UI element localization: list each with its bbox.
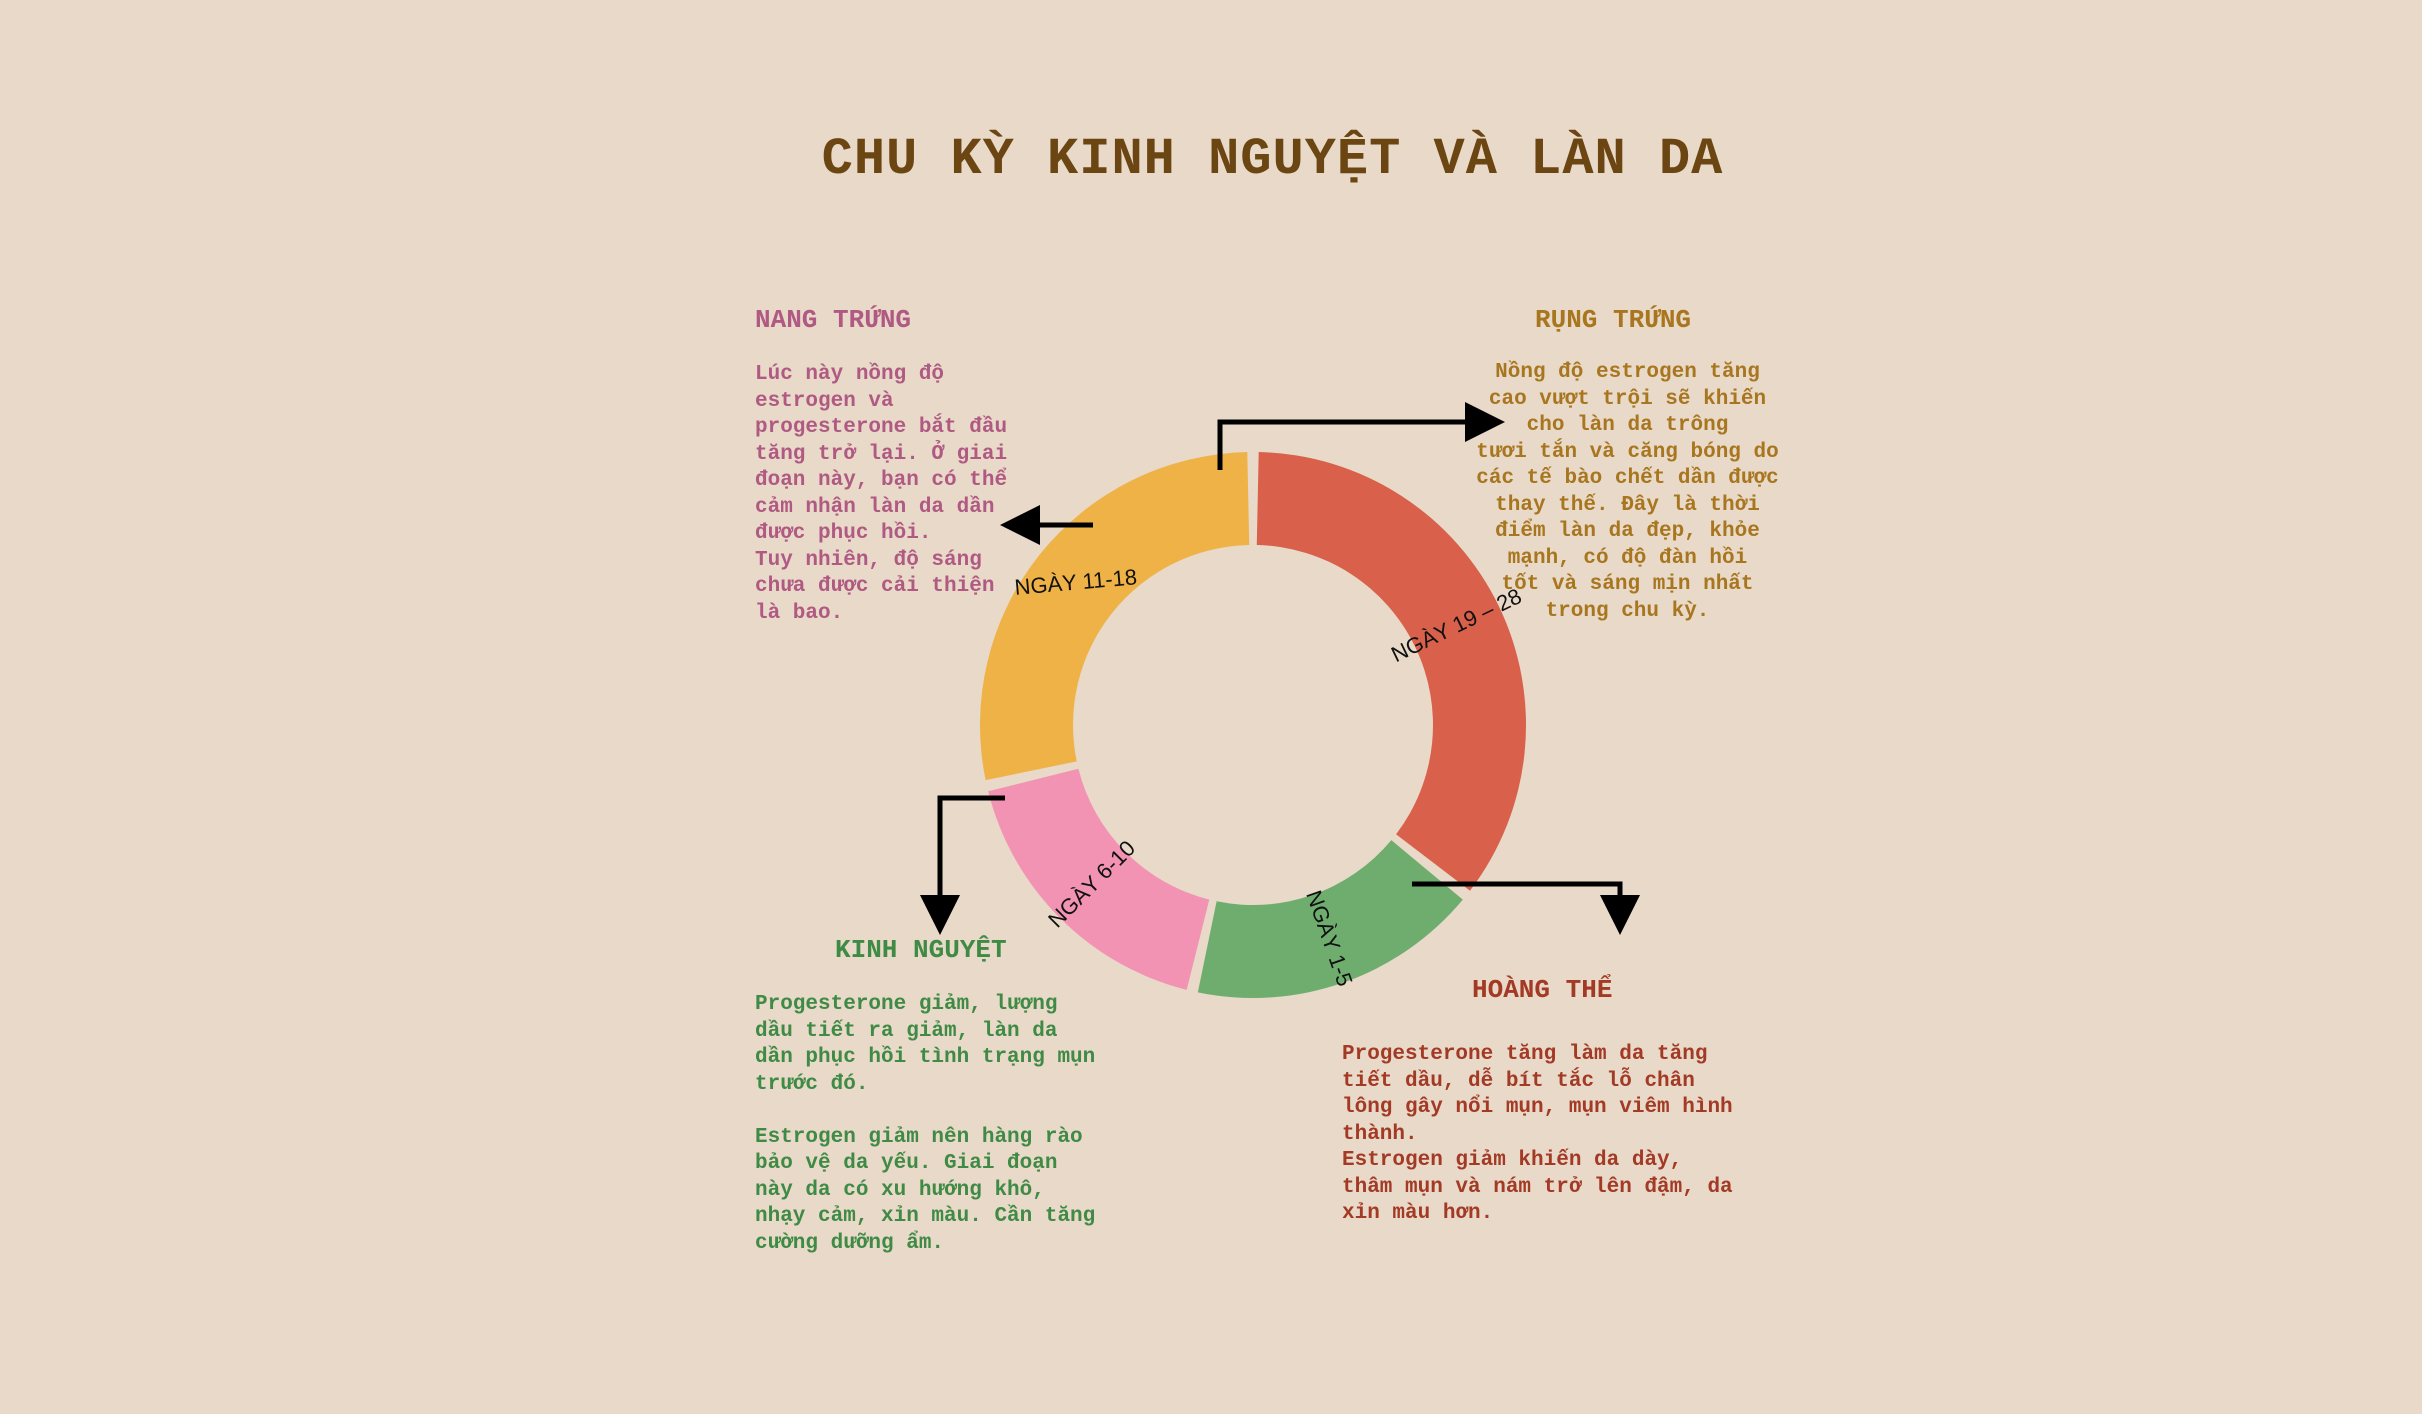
ovulation-description: Nồng độ estrogen tăng cao vượt trội sẽ k… (1476, 361, 1779, 623)
menstrual-description: Progesterone giảm, lượng dầu tiết ra giả… (755, 993, 1096, 1255)
menstrual-title: KINH NGUYỆT (835, 935, 1007, 965)
arrow-luteal (1412, 881, 1640, 935)
segment-days-6-10 (988, 768, 1210, 990)
luteal-title: HOÀNG THỂ (1472, 975, 1613, 1005)
page-title: CHU KỲ KINH NGUYỆT VÀ LÀN DA (821, 130, 1724, 189)
follicular-description: Lúc này nồng độ estrogen và progesterone… (755, 363, 1008, 625)
segment-days-1-5 (1197, 840, 1463, 998)
ovulation-title: RỤNG TRỨNG (1535, 305, 1692, 335)
arrow-menstrual (920, 795, 1005, 935)
luteal-description: Progesterone tăng làm da tăng tiết dầu, … (1342, 1043, 1733, 1225)
segment-days-19-28 (1256, 452, 1527, 891)
arrow-ovulation (1217, 402, 1505, 470)
segment-days-11-18 (980, 452, 1250, 781)
follicular-title: NANG TRỨNG (755, 305, 912, 335)
